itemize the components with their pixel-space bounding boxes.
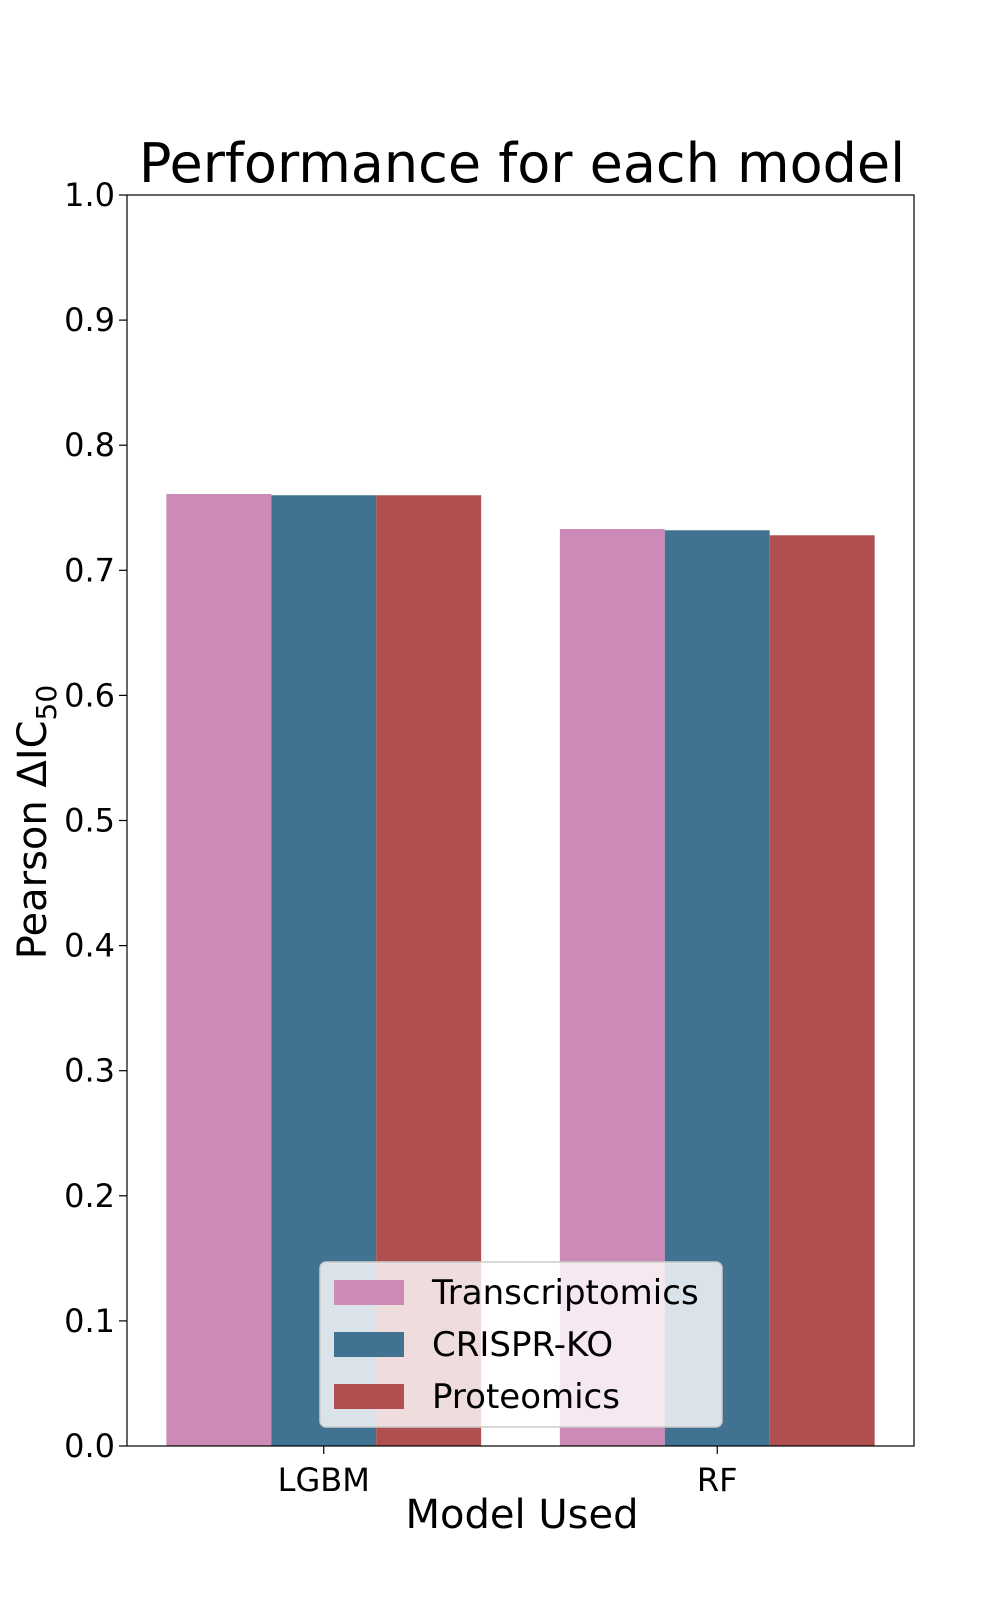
y-tick-label: 0.6 (64, 676, 115, 714)
y-tick-label: 0.4 (64, 927, 115, 965)
y-tick-label: 0.0 (64, 1427, 115, 1465)
x-axis-label: Model Used (406, 1492, 639, 1538)
chart-title: Performance for each model (139, 132, 905, 195)
legend-label: CRISPR-KO (432, 1325, 613, 1365)
legend-label: Transcriptomics (431, 1273, 699, 1313)
bar-proteomics-rf (769, 535, 875, 1446)
legend: Transcriptomics CRISPR-KO Proteomics (319, 1261, 723, 1428)
x-tick-label: LGBM (278, 1461, 370, 1499)
y-tick-label: 0.1 (64, 1302, 115, 1340)
y-tick-label: 0.8 (64, 426, 115, 464)
plot-frame (126, 194, 915, 1447)
y-axis-ticks: 0.0 0.1 0.2 0.3 0.4 0.5 0.6 0.7 0.8 0.9 1.0 (64, 176, 127, 1465)
legend-swatch (334, 1332, 404, 1357)
x-axis-ticks: LGBM RF (278, 1446, 738, 1499)
x-tick-label: RF (697, 1461, 738, 1499)
legend-swatch (334, 1384, 404, 1409)
legend-box (319, 1261, 723, 1428)
y-axis-label-main: Pearson ΔIC (10, 720, 56, 959)
y-axis-label-subscript: 50 (30, 685, 63, 721)
y-tick-label: 0.5 (64, 802, 115, 840)
y-tick-label: 0.7 (64, 551, 115, 589)
y-axis-label: Pearson ΔIC50 (10, 685, 63, 959)
y-tick-label: 0.9 (64, 301, 115, 339)
y-tick-label: 1.0 (64, 176, 115, 214)
y-tick-label: 0.2 (64, 1177, 115, 1215)
bar-transcriptomics-lgbm (166, 493, 272, 1446)
y-tick-label: 0.3 (64, 1052, 115, 1090)
legend-swatch (334, 1280, 404, 1305)
legend-label: Proteomics (432, 1377, 620, 1417)
